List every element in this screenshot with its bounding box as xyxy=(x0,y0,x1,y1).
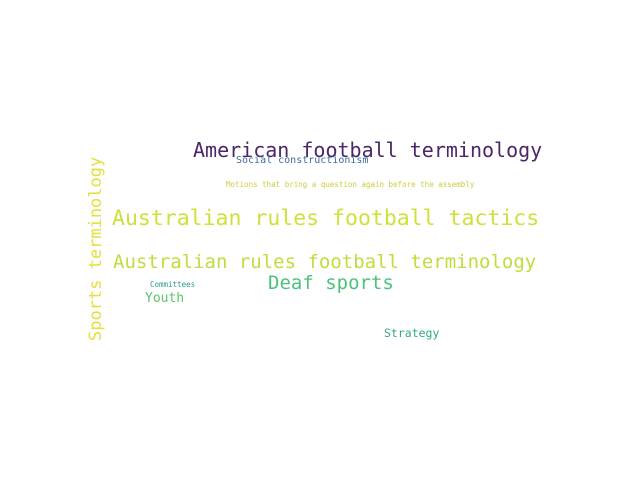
word-youth: Youth xyxy=(145,291,185,306)
word-social-constructionism: Social constructionism xyxy=(236,155,369,166)
word-sports-terminology: Sports terminology xyxy=(86,156,106,341)
word-committees: Committees xyxy=(150,280,196,289)
word-motions-question-again: Motions that bring a question again befo… xyxy=(226,180,475,189)
word-deaf-sports: Deaf sports xyxy=(268,272,394,294)
word-australian-rules-football-tactics: Australian rules football tactics xyxy=(112,206,540,231)
word-australian-rules-football-terminology: Australian rules football terminology xyxy=(113,251,537,273)
word-american-football-terminology: American football terminology xyxy=(193,138,543,162)
word-strategy: Strategy xyxy=(384,326,440,340)
